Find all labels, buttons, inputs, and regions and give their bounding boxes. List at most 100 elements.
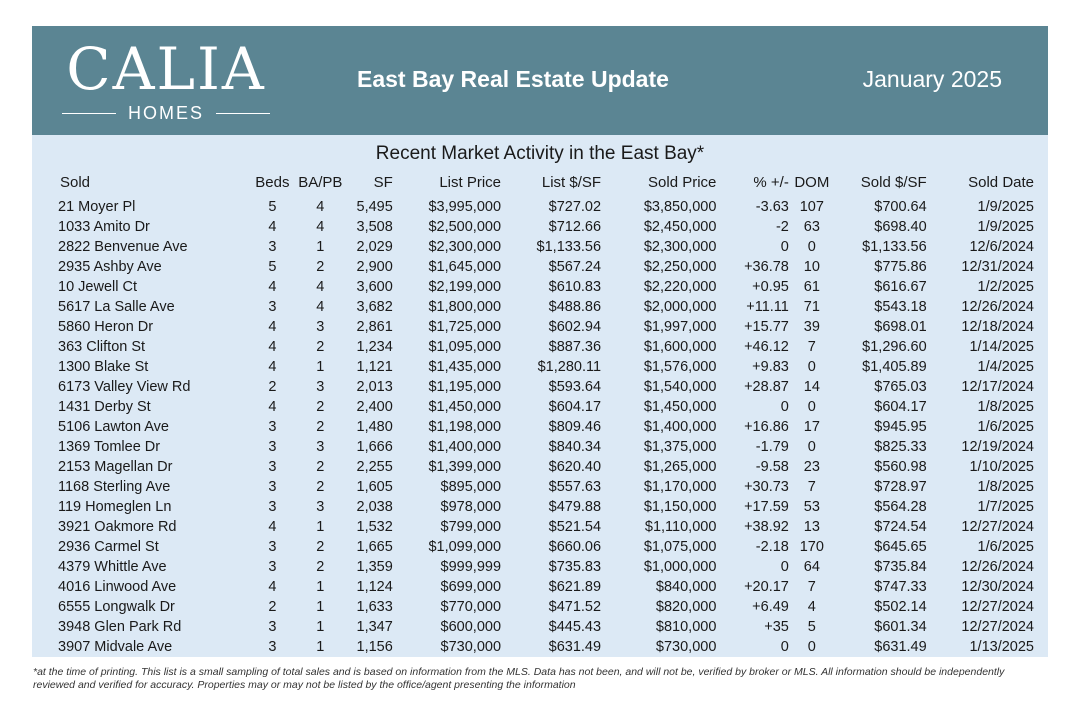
cell-list-per-sf: $521.54 [548,519,602,535]
table-header-row: Sold Beds BA/PB SF List Price List $/SF … [58,169,1038,197]
cell-sold-date: 1/8/2025 [977,399,1034,415]
cell-baths: 3 [316,439,325,455]
table-row: 4379 Whittle Ave 3 2 1,359 $999,999 $735.83 $1… [58,557,1038,577]
cell-baths: 1 [316,639,325,655]
cell-list-price: $600,000 [440,619,502,635]
cell-percent-change: -2.18 [755,539,789,555]
table-row: 1168 Sterling Ave 3 2 1,605 $895,000 $557.63 $… [58,477,1038,497]
cell-sf: 1,347 [356,619,393,635]
cell-sold-per-sf: $1,133.56 [862,239,927,255]
cell-sold-price: $1,540,000 [643,379,717,395]
cell-list-price: $1,099,000 [428,539,502,555]
cell-sold-per-sf: $735.84 [874,559,927,575]
cell-baths: 4 [316,219,325,235]
cell-dom: 0 [807,359,816,375]
cell-dom: 5 [807,619,816,635]
cell-address: 10 Jewell Ct [58,279,137,295]
cell-percent-change: +15.77 [744,319,789,335]
table-row: 1431 Derby St 4 2 2,400 $1,450,000 $604.17 $1,… [58,397,1038,417]
column-header-dom: DOM [794,174,830,191]
cell-list-price: $978,000 [440,499,502,515]
cell-baths: 3 [316,499,325,515]
cell-baths: 4 [316,199,325,215]
cell-dom: 0 [807,639,816,655]
table-row: 10 Jewell Ct 4 4 3,600 $2,199,000 $610.83 $2,2… [58,277,1038,297]
cell-address: 1431 Derby St [58,399,151,415]
cell-list-per-sf: $567.24 [548,259,602,275]
cell-sf: 2,400 [356,399,393,415]
cell-sold-price: $3,850,000 [643,199,717,215]
cell-list-per-sf: $488.86 [548,299,602,315]
logo-subline: HOMES [54,102,278,124]
cell-sf: 1,665 [356,539,393,555]
cell-percent-change: +36.78 [744,259,789,275]
cell-baths: 1 [316,239,325,255]
cell-list-price: $2,199,000 [428,279,502,295]
cell-address: 2936 Carmel St [58,539,159,555]
cell-list-per-sf: $621.89 [548,579,602,595]
cell-sold-price: $1,576,000 [643,359,717,375]
cell-sold-price: $1,170,000 [643,479,717,495]
cell-baths: 4 [316,299,325,315]
cell-address: 6173 Valley View Rd [58,379,191,395]
cell-list-price: $1,645,000 [428,259,502,275]
cell-beds: 3 [268,419,277,435]
column-header-percent-change: % +/- [753,174,789,191]
cell-baths: 2 [316,479,325,495]
cell-sf: 1,234 [356,339,393,355]
table-row: 5860 Heron Dr 4 3 2,861 $1,725,000 $602.94 $1,… [58,317,1038,337]
cell-list-per-sf: $712.66 [548,219,602,235]
cell-sf: 2,013 [356,379,393,395]
cell-sold-per-sf: $724.54 [874,519,927,535]
cell-sold-date: 12/18/2024 [961,319,1034,335]
page-title: East Bay Real Estate Update [357,66,669,92]
cell-list-per-sf: $1,133.56 [536,239,602,255]
cell-sold-date: 12/6/2024 [969,239,1034,255]
cell-sold-date: 1/13/2025 [969,639,1034,655]
cell-beds: 4 [268,319,277,335]
table-title: Recent Market Activity in the East Bay* [375,143,705,164]
cell-sold-per-sf: $601.34 [874,619,927,635]
cell-sold-per-sf: $700.64 [874,199,927,215]
cell-list-per-sf: $727.02 [548,199,602,215]
cell-address: 2935 Ashby Ave [58,259,162,275]
cell-baths: 1 [316,579,325,595]
sales-table: Sold Beds BA/PB SF List Price List $/SF … [58,169,1038,657]
column-header-sf: SF [373,174,393,191]
cell-percent-change: +0.95 [752,279,789,295]
table-row: 2935 Ashby Ave 5 2 2,900 $1,645,000 $567.24 $2… [58,257,1038,277]
cell-beds: 4 [268,359,277,375]
cell-sold-per-sf: $945.95 [874,419,927,435]
cell-list-per-sf: $887.36 [548,339,602,355]
cell-sold-price: $1,110,000 [644,519,717,535]
cell-dom: 23 [803,459,820,475]
cell-sold-date: 12/27/2024 [961,519,1034,535]
table-row: 5617 La Salle Ave 3 4 3,682 $1,800,000 $488.8… [58,297,1038,317]
table-row: 2936 Carmel St 3 2 1,665 $1,099,000 $660.06 $1… [58,537,1038,557]
cell-sold-date: 1/6/2025 [977,539,1034,555]
cell-sold-date: 12/27/2024 [961,599,1034,615]
cell-sold-per-sf: $747.33 [874,579,927,595]
cell-baths: 2 [316,539,325,555]
cell-sold-date: 1/2/2025 [977,279,1034,295]
table-row: 1369 Tomlee Dr 3 3 1,666 $1,400,000 $840.34 $1… [58,437,1038,457]
cell-list-price: $1,725,000 [428,319,502,335]
cell-percent-change: +20.17 [744,579,789,595]
column-header-sold: Sold [60,174,91,191]
cell-list-price: $1,400,000 [428,439,502,455]
cell-dom: 107 [799,199,824,215]
cell-sold-per-sf: $1,296.60 [862,339,927,355]
table-row: 2822 Benvenue Ave 3 1 2,029 $2,300,000 $1,133… [58,237,1038,257]
cell-list-price: $770,000 [440,599,502,615]
cell-beds: 5 [268,259,277,275]
cell-sold-date: 1/8/2025 [977,479,1034,495]
column-header-baths: BA/PB [298,174,343,191]
cell-list-price: $730,000 [440,639,502,655]
table-row: 3907 Midvale Ave 3 1 1,156 $730,000 $631.49 $7… [58,637,1038,657]
cell-beds: 3 [268,299,277,315]
cell-beds: 3 [268,639,277,655]
cell-dom: 61 [803,279,820,295]
cell-sf: 1,633 [356,599,393,615]
cell-list-per-sf: $610.83 [548,279,602,295]
cell-sold-per-sf: $564.28 [874,499,927,515]
